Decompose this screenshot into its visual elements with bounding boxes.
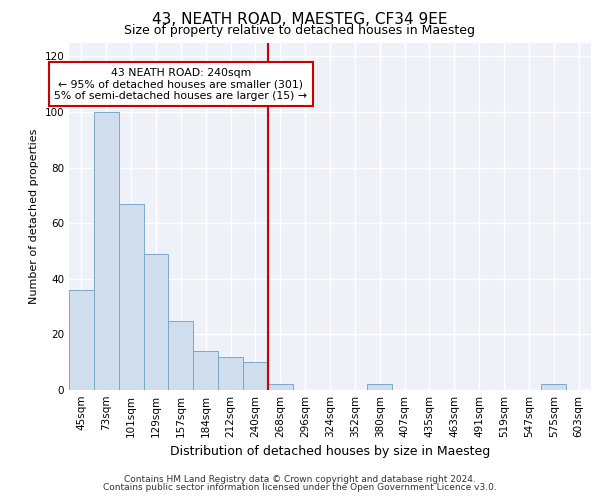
Bar	[143, 254, 169, 390]
X-axis label: Distribution of detached houses by size in Maesteg: Distribution of detached houses by size …	[170, 446, 490, 458]
Bar	[69, 290, 94, 390]
Bar	[268, 384, 293, 390]
Bar	[169, 320, 193, 390]
Bar	[367, 384, 392, 390]
Text: 43 NEATH ROAD: 240sqm
← 95% of detached houses are smaller (301)
5% of semi-deta: 43 NEATH ROAD: 240sqm ← 95% of detached …	[55, 68, 307, 100]
Text: Contains public sector information licensed under the Open Government Licence v3: Contains public sector information licen…	[103, 484, 497, 492]
Bar	[119, 204, 143, 390]
Bar	[541, 384, 566, 390]
Text: Contains HM Land Registry data © Crown copyright and database right 2024.: Contains HM Land Registry data © Crown c…	[124, 475, 476, 484]
Y-axis label: Number of detached properties: Number of detached properties	[29, 128, 39, 304]
Bar	[218, 356, 243, 390]
Bar	[94, 112, 119, 390]
Bar	[193, 351, 218, 390]
Bar	[243, 362, 268, 390]
Text: Size of property relative to detached houses in Maesteg: Size of property relative to detached ho…	[125, 24, 476, 37]
Text: 43, NEATH ROAD, MAESTEG, CF34 9EE: 43, NEATH ROAD, MAESTEG, CF34 9EE	[152, 12, 448, 28]
